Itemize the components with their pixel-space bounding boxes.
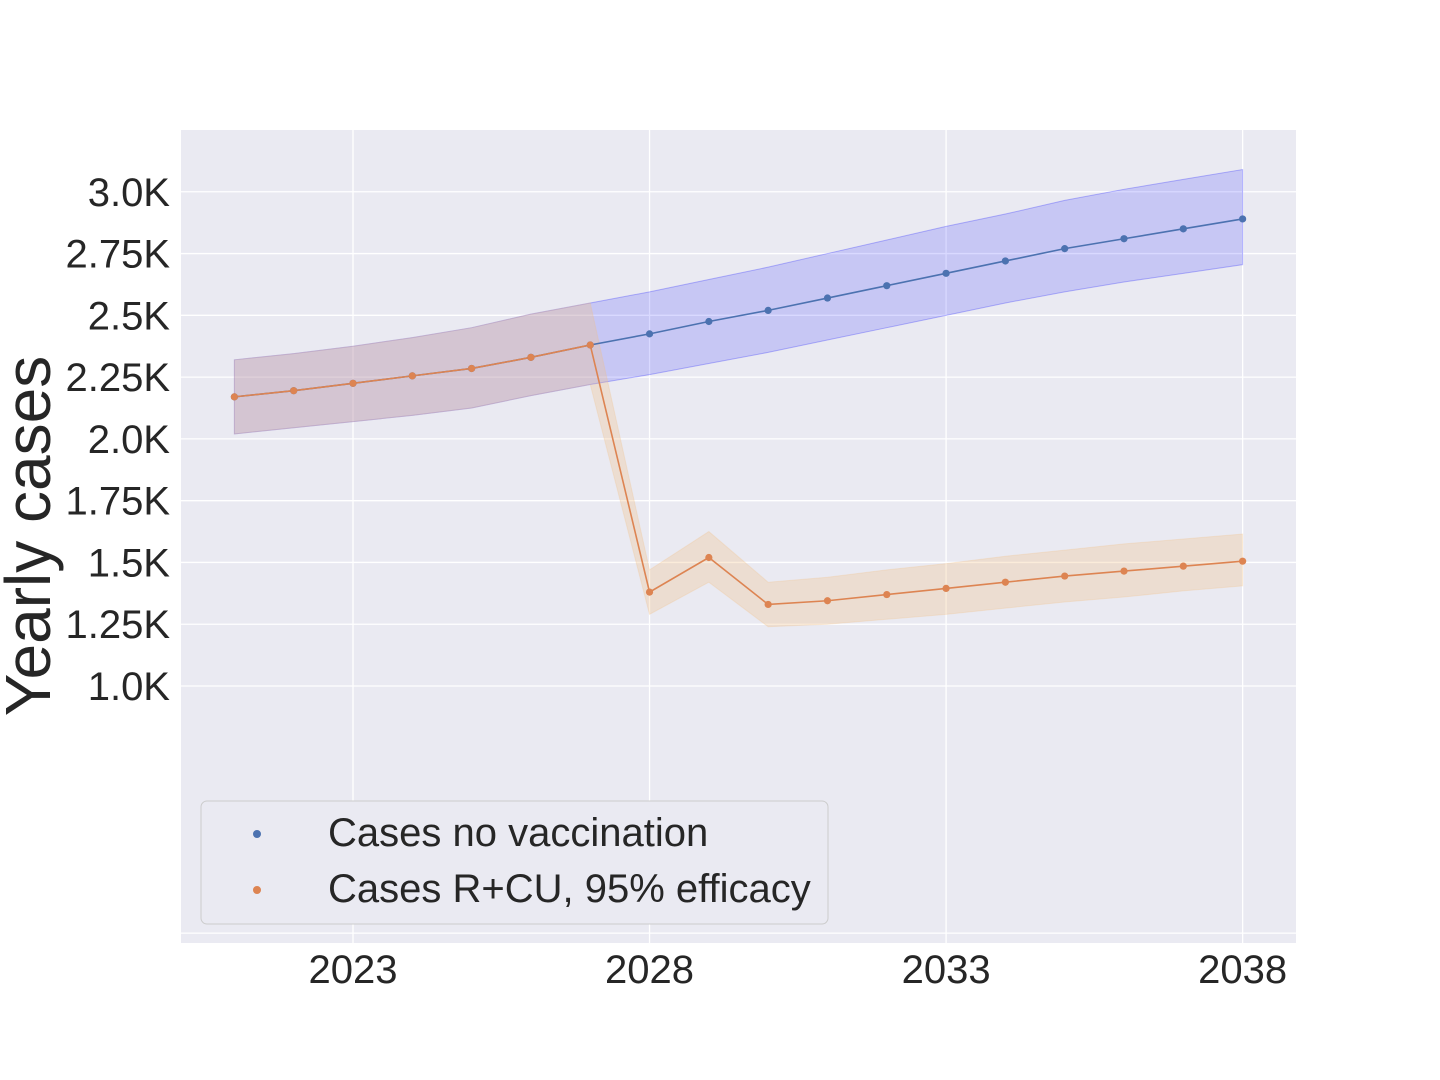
data-point-vaccination [883, 590, 891, 599]
data-point-no-vaccination [1239, 215, 1247, 223]
x-tick-label: 2023 [309, 948, 398, 992]
data-point-vaccination [349, 379, 357, 387]
data-point-no-vaccination [1001, 257, 1009, 265]
data-point-vaccination [1001, 578, 1009, 586]
series-line-vaccination [234, 344, 1243, 606]
confidence-band-no-vaccination [233, 168, 1244, 435]
confidence-band-vaccination [233, 302, 1244, 628]
y-tick-label: 1.25K [65, 603, 170, 647]
y-tick-label: 2.5K [88, 294, 171, 338]
y-axis-ticks: 1.0K 1.25K 1.5K 1.75K 2.0K 2.25K 2.5K 2.75K 3.0K [65, 171, 170, 709]
data-point-vaccination [527, 353, 535, 361]
data-point-vaccination [645, 588, 654, 596]
data-point-no-vaccination [883, 282, 891, 290]
y-tick-label: 2.25K [65, 356, 170, 400]
x-tick-label: 2033 [902, 948, 991, 992]
data-point-vaccination [1061, 572, 1069, 580]
y-tick-label: 2.75K [65, 233, 170, 277]
data-point-no-vaccination [823, 294, 832, 302]
x-tick-label: 2028 [605, 948, 694, 992]
data-point-vaccination [1120, 567, 1128, 575]
data-point-vaccination [586, 341, 594, 349]
data-point-vaccination [1179, 562, 1187, 570]
y-tick-label: 1.0K [88, 665, 171, 709]
data-point-vaccination [408, 372, 416, 380]
legend-marker-no-vaccination [253, 830, 261, 838]
y-axis-label: Yearly cases [0, 356, 64, 717]
data-point-no-vaccination [942, 269, 950, 277]
y-tick-label: 1.75K [65, 480, 170, 524]
series-lines [234, 218, 1243, 606]
data-point-no-vaccination [764, 306, 772, 314]
legend-label-no-vaccination: Cases no vaccination [328, 811, 708, 855]
x-tick-label: 2038 [1198, 948, 1287, 992]
x-axis-ticks: 2023 2028 2033 2038 [309, 948, 1288, 992]
data-point-vaccination [705, 553, 713, 562]
data-point-no-vaccination [1061, 245, 1069, 253]
data-point-vaccination [823, 597, 832, 605]
series-points [230, 215, 1247, 609]
data-point-vaccination [468, 364, 476, 373]
data-point-vaccination [290, 387, 298, 395]
data-point-vaccination [942, 584, 950, 592]
data-point-vaccination [1239, 557, 1247, 565]
data-point-no-vaccination [1120, 235, 1128, 243]
y-tick-label: 3.0K [88, 171, 171, 215]
legend-box [200, 800, 829, 925]
y-tick-label: 1.5K [88, 541, 171, 585]
data-point-vaccination [764, 600, 772, 609]
y-tick-label: 2.0K [88, 418, 171, 462]
data-point-no-vaccination [1179, 225, 1187, 233]
legend-label-vaccination: Cases R+CU, 95% efficacy [328, 867, 811, 911]
confidence-bands [233, 168, 1244, 628]
legend: Cases no vaccination Cases R+CU, 95% eff… [200, 800, 829, 925]
data-point-no-vaccination [645, 330, 654, 338]
data-point-no-vaccination [705, 317, 713, 326]
legend-marker-vaccination [253, 886, 261, 894]
data-point-vaccination [230, 393, 238, 401]
